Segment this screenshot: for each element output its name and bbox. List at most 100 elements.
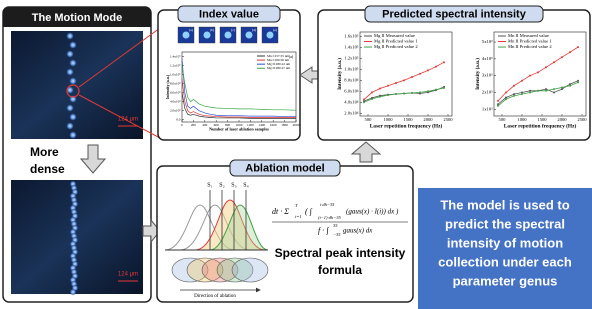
series-point [435,89,437,91]
dot [66,50,74,58]
arrow-text: More [30,145,59,159]
series-point [427,69,429,71]
series-point [577,46,579,48]
dot [69,77,77,85]
formula-part: 35 [333,223,338,228]
inset-spot [246,32,253,39]
series-point [443,87,445,89]
inset-spot [267,32,274,39]
series-point [379,88,381,90]
legend-label: Mn II Predicted value 1 [508,39,552,44]
right-arrow [300,67,318,83]
series-point [521,80,523,82]
predicted-panel: Predicted spectral intensity 2.0x10⁴4.0x… [318,6,590,140]
series-point [363,101,365,103]
legend-label: Mg II Predicted value 1 [374,39,418,44]
panel-title: The Motion Mode [32,12,122,24]
x-tick-label: 1600 [270,123,277,127]
series-point [395,82,397,84]
caption: formula [318,263,362,277]
x-axis-label: Number of laser ablation samples [209,126,269,131]
y-axis-label: Intensity (a.u.) [474,58,481,90]
scale-label: 124 μm [118,272,138,278]
x-tick-label: 500 [499,117,507,122]
conclusion-line: parameter genus [453,273,558,288]
y-tick-label: 2x10³ [482,90,493,95]
spots [172,258,268,282]
caption: Spectral peak intensity [275,246,406,260]
dot [69,59,77,67]
x-tick-label: 1500 [403,117,413,122]
series-point [371,91,373,93]
y-tick-label: 1.2x10⁵ [170,63,181,67]
y-tick-label: 0.0 [176,118,181,122]
formula-part: i·dh−35 [320,202,335,207]
legend-label: Mg II 280.27 nm [267,66,291,70]
s-label: S₃ [231,182,236,188]
up-arrow [352,142,380,162]
y-tick-label: 1.2x10⁵ [344,55,359,60]
series-point [411,76,413,78]
y-tick-label: 4x10³ [482,56,493,61]
panel-label: (a) [289,54,294,59]
dot [66,104,74,112]
series-point [403,92,405,94]
series-point [497,105,499,107]
series-point [561,56,563,58]
panel-title: Ablation model [245,162,324,174]
s-label: S₁ [207,182,212,188]
x-tick-label: 2000 [293,123,300,127]
y-tick-label: 1.6x10⁵ [344,33,359,38]
y-tick-label: 4.0x10⁴ [170,99,181,103]
x-tick-label: 2000 [423,117,433,122]
y-tick-label: 2.0x10⁴ [170,108,181,112]
y-tick-label: 5x10³ [482,39,493,44]
panel-title: Index value [199,8,259,20]
y-tick-label: 1x10³ [482,106,493,111]
formula-part: i=1 [295,214,302,219]
series-point [577,81,579,83]
dot [66,122,74,130]
direction-label: Direction of ablation [194,294,236,299]
page: The Motion Mode 124 μm More dense 124 μm… [0,0,592,309]
legend-label: Mg II Predicted value 2 [374,44,418,49]
series-point [403,79,405,81]
series-point [387,94,389,96]
micro-image [11,31,143,139]
x-axis-label: Laser repetition frequency (Hz) [504,122,577,129]
series-point [545,66,547,68]
series-point [427,90,429,92]
series-point [521,93,523,95]
series-point [363,99,365,101]
conclusion-box: The model is used to predict the spectra… [418,188,592,309]
x-tick-label: 0 [181,123,183,127]
x-tick-label: 1800 [281,123,288,127]
legend-label: Mn II Predicted value 2 [508,44,552,49]
series-point [435,66,437,68]
series-point [537,90,539,92]
inset-spot [204,32,211,39]
y-tick-label: 1.4x10⁵ [344,44,359,49]
s-label: S₄ [243,182,248,188]
x-tick-label: 1500 [537,117,547,122]
y-tick-label: 6.0x10⁴ [170,90,181,94]
formula-part: (gaus(x) · I(i)) dx ) [346,208,399,216]
conclusion-line: collection under each [438,254,572,269]
x-tick-label: 2000 [557,117,567,122]
formula-part: gaus(x) dx [343,227,373,235]
conclusion-line: predict the spectral [445,216,565,231]
series-point [545,90,547,92]
formula-part: ( ∫ [305,207,313,216]
index-panel: Index value (a)(b)(c)(d)(e)0.02.0x10⁴4.0… [158,6,300,140]
series-point [443,61,445,63]
dot [69,41,77,49]
series-point [537,71,539,73]
formula-part: −35 [333,232,341,237]
series-point [395,93,397,95]
series-point [371,98,373,100]
series-point [561,86,563,88]
y-tick-label: 6.0x10⁴ [344,88,359,93]
y-tick-label: 1.4x10⁵ [170,54,181,58]
x-tick-label: 1000 [517,117,527,122]
formula-part: f · ∫ [318,226,329,235]
